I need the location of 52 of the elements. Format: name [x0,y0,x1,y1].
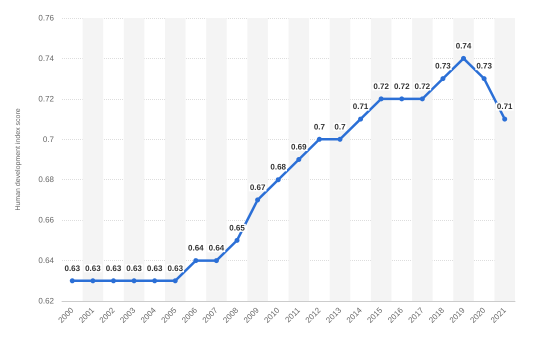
y-tick-label: 0.62 [38,296,55,306]
point [110,278,116,284]
data-label: 0.73 [476,62,492,71]
data-label: 0.67 [250,182,266,192]
data-label: 0.7 [334,122,346,132]
point [378,96,384,102]
point [420,96,425,102]
data-label: 0.71 [352,102,369,112]
point [337,136,342,142]
point [234,238,240,243]
data-label: 0.64 [208,244,225,253]
data-label: 0.65 [229,223,246,232]
point [440,76,446,82]
data-label: 0.63 [106,264,122,273]
point [214,258,219,264]
data-label: 0.63 [167,264,184,273]
data-label: 0.63 [126,264,142,273]
point [358,116,364,122]
point [461,56,466,61]
point [132,278,137,284]
point [70,278,75,284]
data-label: 0.63 [146,264,163,273]
y-tick-label: 0.66 [38,216,55,225]
data-label: 0.7 [314,122,326,132]
data-label: 0.74 [456,41,472,50]
data-label: 0.63 [85,264,102,273]
y-tick-label: 0.76 [38,14,55,22]
y-tick-label: 0.68 [38,175,55,184]
data-label: 0.72 [394,82,410,91]
point [152,278,158,284]
y-tick-label: 0.74 [38,54,55,63]
y-tick-label: 0.64 [38,256,55,266]
y-tick-label: 0.7 [42,134,55,144]
point [399,96,404,102]
point [296,157,302,162]
y-tick-label: 0.72 [38,94,55,104]
point [255,197,260,202]
point [172,278,178,284]
data-label: 0.64 [188,244,204,253]
data-label: 0.71 [496,102,514,112]
data-label: 0.68 [270,162,287,172]
point [193,258,198,264]
data-label: 0.69 [291,142,308,152]
data-label: 0.72 [414,82,431,91]
point [316,136,322,142]
point [276,177,281,182]
point [482,76,487,82]
point [502,116,508,122]
data-label: 0.73 [435,62,452,71]
point [90,278,96,284]
data-label: 0.63 [64,264,81,273]
data-label: 0.72 [373,82,390,91]
